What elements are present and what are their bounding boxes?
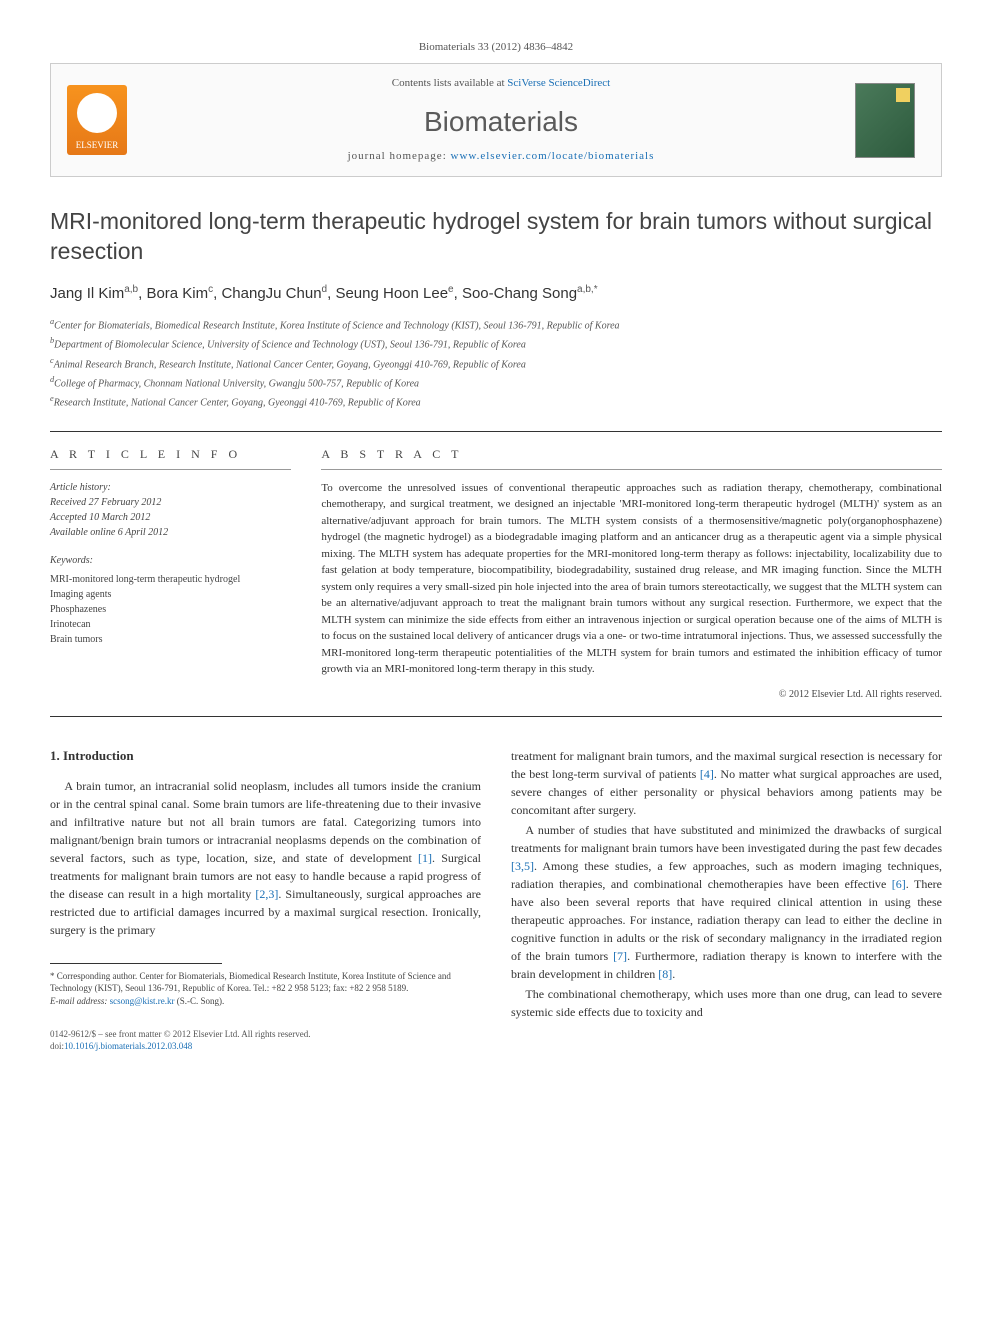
journal-banner: ELSEVIER Contents lists available at Sci… xyxy=(50,63,942,177)
history-accepted: Accepted 10 March 2012 xyxy=(50,510,291,525)
citation-header: Biomaterials 33 (2012) 4836–4842 xyxy=(50,40,942,55)
publisher-logo-container: ELSEVIER xyxy=(67,85,147,155)
contents-line: Contents lists available at SciVerse Sci… xyxy=(147,76,855,91)
article-title: MRI-monitored long-term therapeutic hydr… xyxy=(50,207,942,267)
corresponding-text: * Corresponding author. Center for Bioma… xyxy=(50,970,481,995)
article-history: Article history: Received 27 February 20… xyxy=(50,480,291,540)
email-label: E-mail address: xyxy=(50,996,110,1006)
history-received: Received 27 February 2012 xyxy=(50,495,291,510)
authors-line: Jang Il Kima,b, Bora Kimc, ChangJu Chund… xyxy=(50,283,942,304)
intro-para-4: The combinational chemotherapy, which us… xyxy=(511,985,942,1021)
meta-two-column: A R T I C L E I N F O Article history: R… xyxy=(50,431,942,717)
email-link[interactable]: scsong@kist.re.kr xyxy=(110,996,175,1006)
homepage-prefix: journal homepage: xyxy=(348,150,451,162)
elsevier-tree-icon xyxy=(77,93,117,133)
sciencedirect-link[interactable]: SciVerse ScienceDirect xyxy=(507,77,610,89)
intro-text-left: A brain tumor, an intracranial solid neo… xyxy=(50,777,481,939)
issn-line: 0142-9612/$ – see front matter © 2012 El… xyxy=(50,1028,481,1041)
abstract-block: A B S T R A C T To overcome the unresolv… xyxy=(321,446,942,702)
intro-heading: 1. Introduction xyxy=(50,747,481,765)
publisher-name: ELSEVIER xyxy=(76,139,119,152)
homepage-line: journal homepage: www.elsevier.com/locat… xyxy=(147,149,855,164)
body-column-right: treatment for malignant brain tumors, an… xyxy=(511,747,942,1053)
journal-cover-thumb xyxy=(855,83,915,158)
history-online: Available online 6 April 2012 xyxy=(50,525,291,540)
journal-name: Biomaterials xyxy=(147,102,855,141)
doi-line: doi:10.1016/j.biomaterials.2012.03.048 xyxy=(50,1040,481,1053)
corresponding-footnote: * Corresponding author. Center for Bioma… xyxy=(50,970,481,1008)
abstract-header: A B S T R A C T xyxy=(321,446,942,470)
abstract-copyright: © 2012 Elsevier Ltd. All rights reserved… xyxy=(321,688,942,702)
elsevier-logo: ELSEVIER xyxy=(67,85,127,155)
homepage-link[interactable]: www.elsevier.com/locate/biomaterials xyxy=(451,150,655,162)
keywords-label: Keywords: xyxy=(50,554,291,568)
banner-center: Contents lists available at SciVerse Sci… xyxy=(147,76,855,164)
article-info-block: A R T I C L E I N F O Article history: R… xyxy=(50,446,291,702)
intro-para-1: A brain tumor, an intracranial solid neo… xyxy=(50,777,481,939)
abstract-text: To overcome the unresolved issues of con… xyxy=(321,480,942,678)
affiliations: aCenter for Biomaterials, Biomedical Res… xyxy=(50,316,942,411)
doi-link[interactable]: 10.1016/j.biomaterials.2012.03.048 xyxy=(64,1041,192,1051)
body-column-left: 1. Introduction A brain tumor, an intrac… xyxy=(50,747,481,1053)
article-info-header: A R T I C L E I N F O xyxy=(50,446,291,470)
email-line: E-mail address: scsong@kist.re.kr (S.-C.… xyxy=(50,995,481,1008)
contents-prefix: Contents lists available at xyxy=(392,77,507,89)
doi-label: doi: xyxy=(50,1041,64,1051)
intro-para-2: treatment for malignant brain tumors, an… xyxy=(511,747,942,819)
bottom-meta: 0142-9612/$ – see front matter © 2012 El… xyxy=(50,1028,481,1053)
intro-text-right: treatment for malignant brain tumors, an… xyxy=(511,747,942,1021)
email-suffix: (S.-C. Song). xyxy=(174,996,224,1006)
body-columns: 1. Introduction A brain tumor, an intrac… xyxy=(50,747,942,1053)
keywords-list: MRI-monitored long-term therapeutic hydr… xyxy=(50,572,291,647)
history-label: Article history: xyxy=(50,480,291,495)
intro-para-3: A number of studies that have substitute… xyxy=(511,821,942,983)
footnote-separator xyxy=(50,963,222,964)
journal-cover-container xyxy=(855,83,925,158)
